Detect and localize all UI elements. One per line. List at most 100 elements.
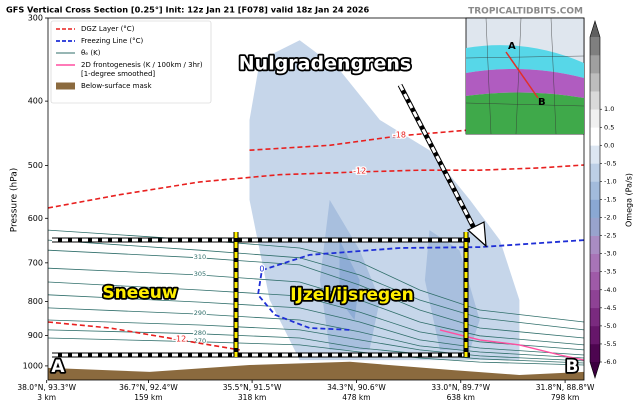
x-tick-label: 159 km (134, 393, 162, 402)
annotation: Sneeuw (102, 283, 178, 303)
inset-label: B (538, 97, 546, 108)
colorbar-bin (590, 325, 600, 345)
dgz-contour (48, 321, 240, 351)
colorbar-bin (590, 37, 600, 56)
colorbar-tick-label: -2.5 (604, 232, 617, 240)
colorbar-tick-label: 1.0 (604, 105, 614, 113)
annotation: Nulgradengrens (239, 53, 411, 75)
theta-e-contour (48, 319, 584, 362)
x-tick-label: 798 km (551, 393, 579, 402)
colorbar-bin (590, 253, 600, 273)
x-tick-label: 638 km (447, 393, 475, 402)
colorbar-tick-label: -1.0 (604, 177, 617, 185)
colorbar-bin (590, 91, 600, 110)
y-tick-label: 900 (28, 331, 43, 340)
x-tick-location: 31.8°N, 88.8°W (536, 383, 595, 392)
theta-e-contour-label: 270 (194, 337, 206, 345)
theta-e-contour-label: 305 (194, 270, 206, 278)
inset-borders (465, 17, 585, 135)
legend-note: [1-degree smoothed] (81, 70, 155, 78)
y-tick-label: 500 (28, 161, 43, 170)
legend-label: θₑ (K) (81, 49, 101, 57)
colorbar-tick-label: -4.0 (604, 286, 617, 294)
annotation-arrow (398, 84, 478, 233)
legend-label: Below-surface mask (81, 82, 152, 90)
colorbar-tick-label: -3.5 (604, 268, 617, 276)
colorbar-tick-label: -3.0 (604, 250, 617, 258)
colorbar-bin (590, 55, 600, 74)
colorbar-bin (590, 181, 600, 200)
colorbar-extend (590, 362, 600, 378)
colorbar-bin (590, 145, 600, 164)
legend-label: DGZ Layer (°C) (81, 25, 135, 33)
colorbar-bin (590, 217, 600, 236)
colorbar-bin (590, 127, 600, 146)
colorbar-bin (590, 271, 600, 291)
plot-frame (47, 17, 585, 381)
colorbar-bin (590, 235, 600, 254)
y-tick-label: 700 (28, 258, 43, 267)
endpoint-label: B (566, 357, 579, 377)
x-tick-location: 38.0°N, 93.3°W (17, 383, 76, 392)
inset-precip (466, 92, 584, 134)
theta-e-contour (48, 267, 584, 346)
dgz-contour-label: -18 (393, 130, 406, 139)
legend-swatch (56, 82, 75, 90)
annotation: IJzel/ijsregen (290, 285, 414, 305)
dgz-contour-label: -12 (173, 334, 186, 343)
colorbar-label: Omega (Pa/s) (625, 173, 634, 227)
y-tick-label: 800 (28, 297, 43, 306)
dgz-contour (48, 164, 584, 209)
inset-label: A (508, 41, 516, 52)
theta-e-contour (48, 337, 584, 366)
y-axis-label: Pressure (hPa) (10, 168, 20, 233)
chart-title: GFS Vertical Cross Section [0.25°] Init:… (6, 5, 370, 15)
legend-label: Freezing Line (°C) (81, 37, 144, 45)
colorbar-tick-label: -5.5 (604, 340, 617, 348)
theta-e-contour-label: 280 (194, 329, 206, 337)
colorbar-bin (590, 73, 600, 92)
omega-region (339, 240, 360, 320)
theta-e-contour (48, 307, 584, 359)
y-tick-label: 400 (28, 97, 43, 106)
colorbar-bin (590, 163, 600, 182)
theta-e-contour-label: 310 (194, 253, 206, 261)
x-tick-location: 33.0°N, 89.7°W (431, 383, 490, 392)
colorbar-tick-label: -2.0 (604, 214, 617, 222)
inset-section-line (505, 51, 539, 99)
colorbar-tick-label: -6.0 (604, 358, 617, 366)
x-tick-location: 36.7°N, 92.4°W (119, 383, 178, 392)
colorbar-extend (590, 21, 600, 37)
colorbar-tick-label: -1.5 (604, 196, 617, 204)
theta-e-contour (48, 329, 584, 364)
colorbar-bin (590, 199, 600, 218)
theta-e-contour-label: 290 (194, 309, 206, 317)
theta-e-contour (48, 294, 584, 356)
x-tick-label: 318 km (238, 393, 266, 402)
colorbar-tick-label: 0.5 (604, 123, 614, 131)
colorbar-tick-label: -0.5 (604, 159, 617, 167)
colorbar-bin (590, 343, 600, 363)
theta-e-contour (48, 239, 584, 331)
freezing-line (257, 239, 584, 331)
theta-e-contour (48, 249, 584, 339)
x-tick-label: 3 km (37, 393, 56, 402)
colorbar-tick-label: 0.0 (604, 141, 614, 149)
inset-precip (466, 45, 584, 78)
watermark: TROPICALTIDBITS.COM (468, 7, 583, 17)
y-tick-label: 1000 (23, 361, 43, 370)
colorbar-tick-label: -5.0 (604, 322, 617, 330)
endpoint-label: A (51, 357, 65, 377)
dgz-contour-label: -12 (353, 166, 366, 175)
legend-label: 2D frontogenesis (K / 100km / 3hr) (81, 61, 203, 69)
freezing-line-label: 0 (259, 265, 264, 274)
x-tick-location: 35.5°N, 91.5°W (223, 383, 282, 392)
colorbar-tick-label: -4.5 (604, 304, 617, 312)
colorbar-bin (590, 289, 600, 309)
x-tick-label: 478 km (342, 393, 370, 402)
annotation-arrowhead (466, 221, 487, 248)
theta-e-contour (48, 281, 584, 351)
x-tick-location: 34.3°N, 90.6°W (327, 383, 386, 392)
